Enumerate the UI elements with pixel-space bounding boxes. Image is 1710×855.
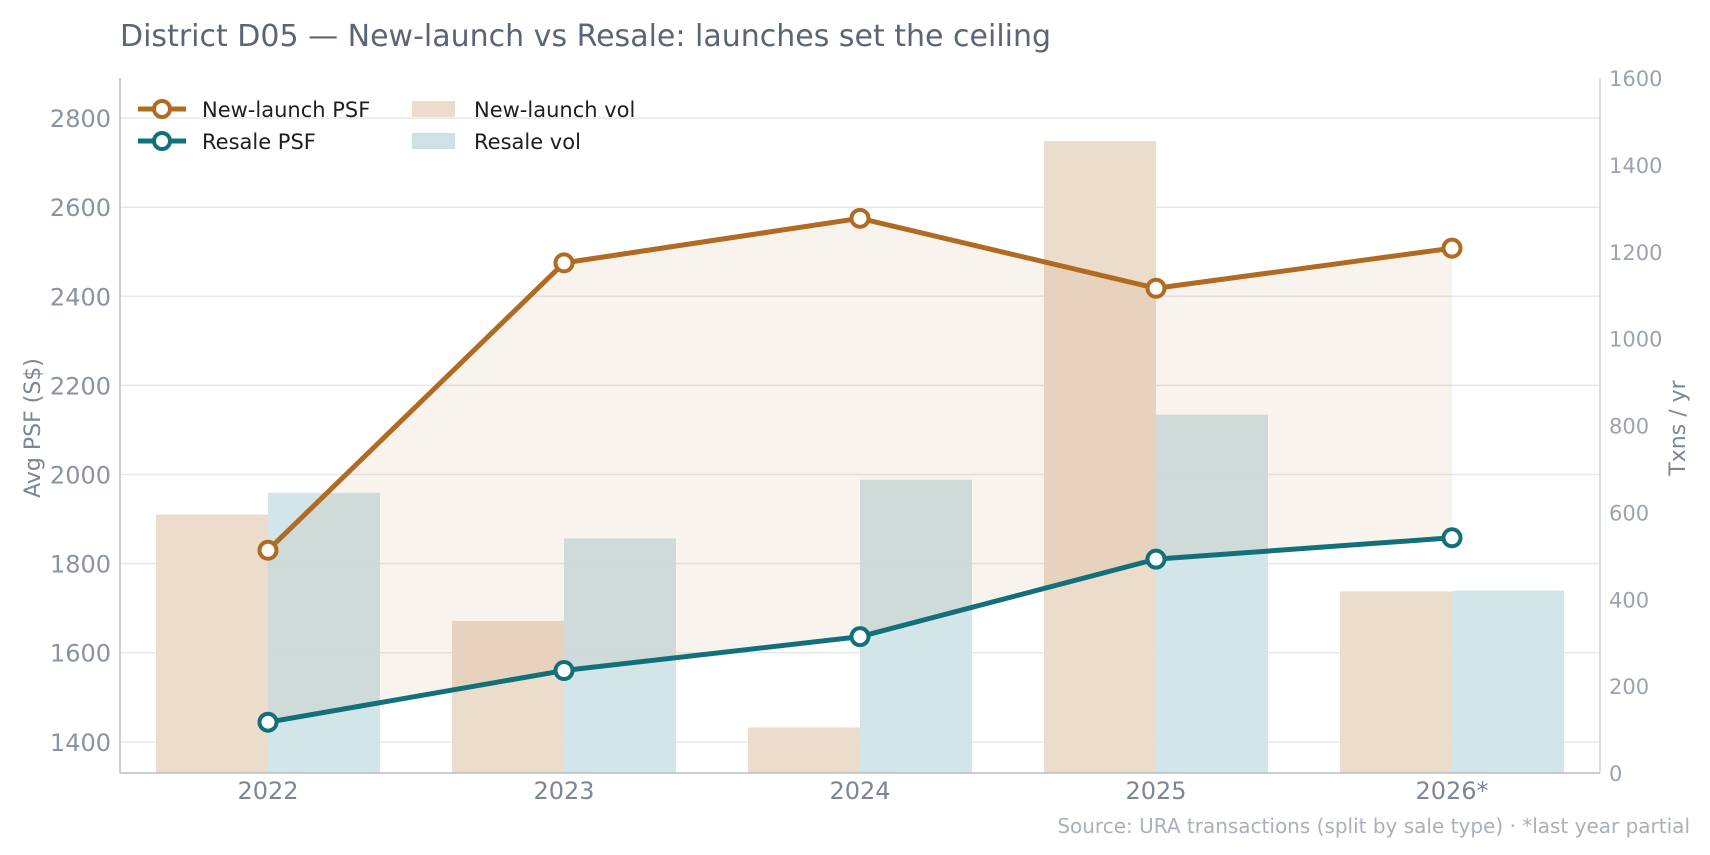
volume-bars — [156, 140, 1564, 773]
y-tick-label: 2800 — [50, 105, 111, 133]
y2-tick-label: 200 — [1609, 675, 1649, 699]
legend-item-new-launch-vol: New-launch vol — [412, 98, 635, 122]
bar-new-launch-vol — [156, 514, 268, 773]
legend-label-new-launch-vol: New-launch vol — [474, 98, 635, 122]
x-tick-label: 2026* — [1415, 777, 1488, 805]
point-resale-psf — [1441, 527, 1463, 549]
y-tick-label: 2200 — [50, 372, 111, 400]
point-new-launch-psf — [553, 252, 575, 274]
y-tick-label: 1400 — [50, 729, 111, 757]
y2-tick-label: 1600 — [1609, 67, 1662, 91]
y2-tick-label: 0 — [1609, 762, 1622, 786]
x-tick-label: 2025 — [1125, 777, 1186, 805]
y-tick-label: 1800 — [50, 551, 111, 579]
bar-resale-vol — [1156, 414, 1268, 773]
psf-gap-area — [268, 218, 1452, 723]
psf-lines — [257, 207, 1463, 733]
y-tick-label: 2600 — [50, 194, 111, 222]
chart-title: District D05 — New-launch vs Resale: lau… — [120, 19, 1051, 54]
y2-tick-label: 1400 — [1609, 154, 1662, 178]
point-resale-psf — [257, 711, 279, 733]
legend: New-launch PSF Resale PSF New-launch vol… — [138, 98, 635, 154]
bar-new-launch-vol — [748, 727, 860, 773]
bar-resale-vol — [860, 479, 972, 773]
y2-tick-label: 1000 — [1609, 328, 1662, 352]
point-resale-psf — [1145, 548, 1167, 570]
bar-new-launch-vol — [452, 620, 564, 773]
bar-new-launch-vol — [1340, 591, 1452, 773]
legend-label-resale-vol: Resale vol — [474, 130, 581, 154]
legend-label-new-launch-psf: New-launch PSF — [202, 98, 370, 122]
y2-tick-label: 600 — [1609, 501, 1649, 525]
y2-axis-title: Txns / yr — [1666, 379, 1691, 476]
y-tick-label: 1600 — [50, 640, 111, 668]
bar-resale-vol — [1452, 590, 1564, 773]
point-new-launch-psf — [1441, 237, 1463, 259]
y2-tick-label: 800 — [1609, 415, 1649, 439]
tick-labels: 1400 1600 1800 2000 2200 2400 2600 2800 0 200 400 6… — [50, 67, 1663, 805]
legend-item-resale-psf: Resale PSF — [138, 130, 316, 154]
bar-resale-vol — [268, 492, 380, 773]
legend-label-resale-psf: Resale PSF — [202, 130, 316, 154]
y2-tick-label: 1200 — [1609, 241, 1662, 265]
bar-new-launch-vol — [1044, 140, 1156, 773]
point-new-launch-psf — [257, 539, 279, 561]
point-new-launch-psf — [849, 207, 871, 229]
point-resale-psf — [553, 660, 575, 682]
legend-item-new-launch-psf: New-launch PSF — [138, 98, 370, 122]
y-tick-label: 2400 — [50, 283, 111, 311]
x-tick-label: 2022 — [237, 777, 298, 805]
psf-gap-band — [268, 218, 1452, 723]
axes — [119, 78, 1601, 774]
x-tick-label: 2024 — [829, 777, 890, 805]
legend-item-resale-vol: Resale vol — [412, 130, 581, 154]
y-tick-label: 2000 — [50, 462, 111, 490]
point-new-launch-psf — [1145, 277, 1167, 299]
y-axis-title: Avg PSF (S$) — [21, 358, 46, 498]
x-tick-label: 2023 — [533, 777, 594, 805]
point-resale-psf — [849, 626, 871, 648]
source-note: Source: URA transactions (split by sale … — [1057, 814, 1690, 838]
bar-resale-vol — [564, 538, 676, 773]
y2-tick-label: 400 — [1609, 588, 1649, 612]
